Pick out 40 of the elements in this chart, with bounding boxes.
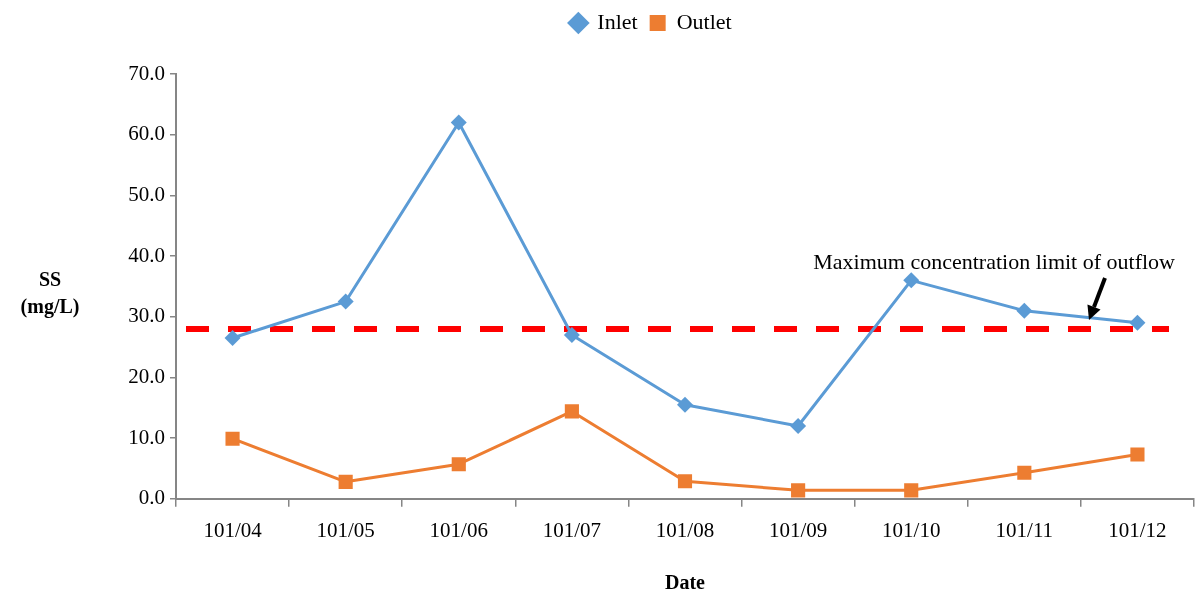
x-tick-label: 101/04	[203, 517, 263, 542]
point	[1016, 302, 1033, 319]
point	[791, 483, 806, 498]
x-tick-label: 101/09	[768, 517, 828, 542]
x-tick-label: 101/05	[316, 517, 375, 542]
point	[1130, 447, 1145, 462]
y-tick-label: 30.0	[128, 303, 165, 328]
point	[904, 483, 919, 498]
point	[450, 114, 467, 131]
x-tick-label: 101/11	[995, 517, 1054, 542]
point	[1017, 465, 1032, 480]
y-tick-label: 10.0	[128, 424, 165, 449]
point	[564, 404, 579, 419]
point	[224, 329, 241, 346]
point	[677, 474, 693, 489]
point	[677, 396, 693, 413]
y-tick-label: 70.0	[128, 60, 165, 85]
y-tick-label: 20.0	[128, 363, 165, 388]
point	[903, 272, 920, 289]
point	[1129, 314, 1146, 331]
legend-label: Outlet	[676, 8, 732, 34]
y-tick-label: 0.0	[138, 485, 165, 510]
legend-label: Inlet	[597, 8, 638, 34]
point	[790, 417, 807, 434]
point	[563, 326, 580, 343]
point	[338, 474, 353, 489]
x-tick-label: 101/10	[882, 517, 941, 542]
point	[337, 293, 354, 310]
x-tick-label: 101/06	[429, 517, 488, 542]
x-tick-label: 101/08	[655, 517, 715, 542]
ref-line-label: Maximum concentration limit of outflow	[813, 248, 1176, 274]
x-axis-title: Date	[665, 571, 706, 594]
y-tick-label: 60.0	[128, 121, 165, 146]
x-tick-label: 101/12	[1108, 517, 1167, 542]
point	[225, 431, 240, 446]
y-axis-title: SS (mg/L)	[20, 268, 80, 319]
y-tick-label: 40.0	[128, 242, 165, 267]
point	[451, 457, 466, 472]
x-tick-label: 101/07	[542, 517, 602, 542]
y-tick-label: 50.0	[128, 181, 165, 206]
